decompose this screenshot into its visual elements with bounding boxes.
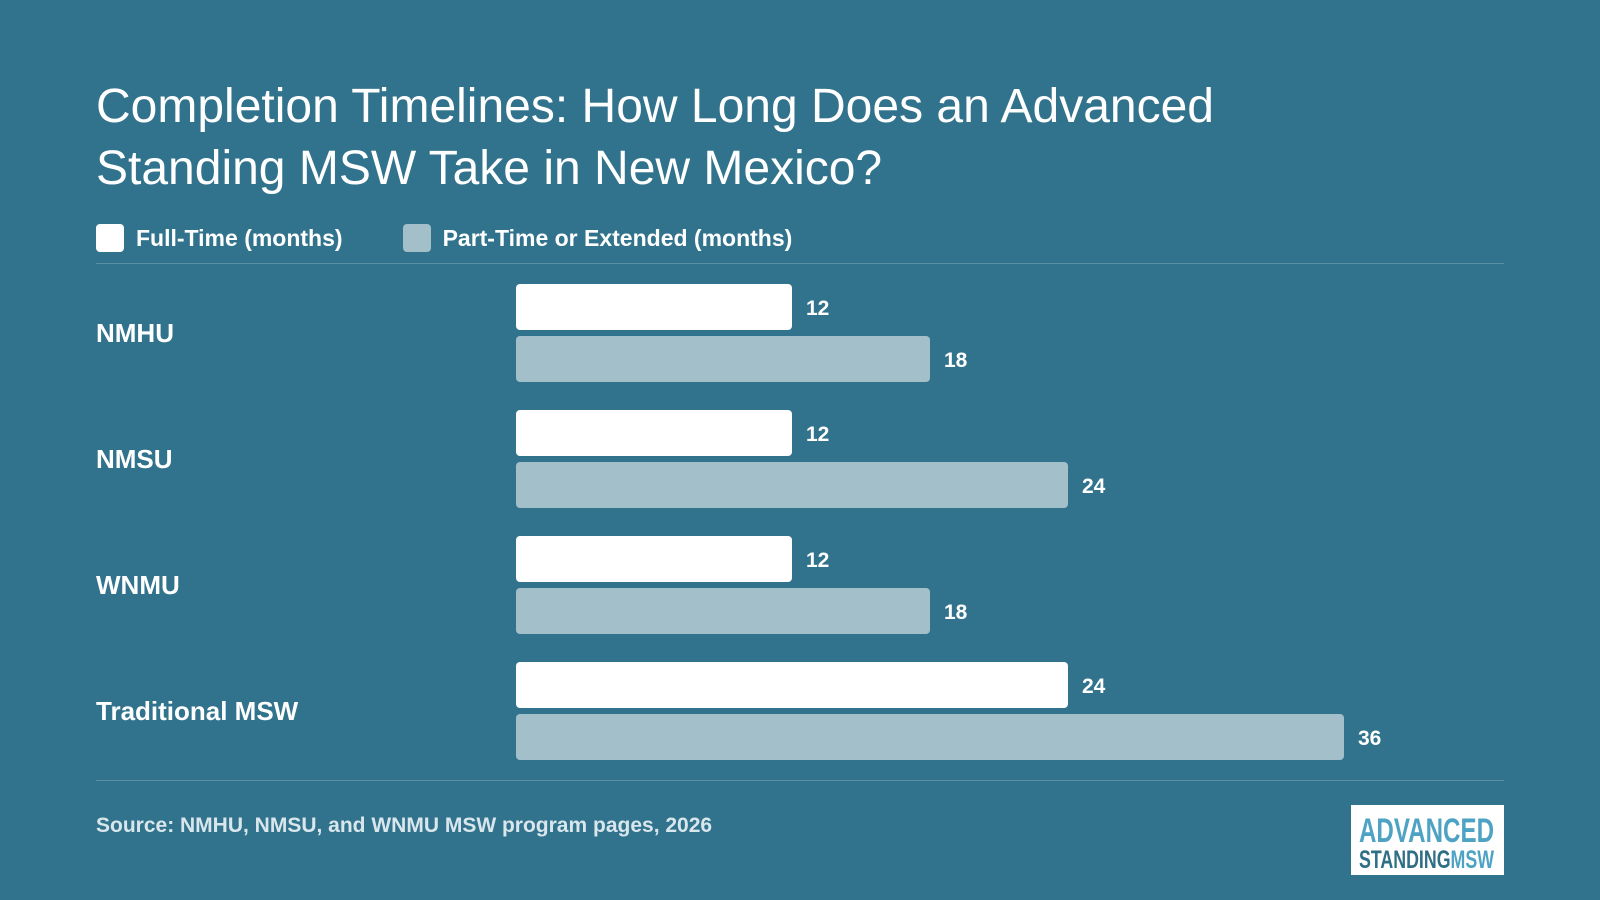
legend-swatch-part-time	[402, 224, 431, 252]
value-label-traditional-msw-part-time: 36	[1358, 727, 1381, 750]
logo-text-top: ADVANCED	[1359, 812, 1494, 850]
legend-item-part-time: Part-Time or Extended (months)	[402, 224, 793, 252]
legend-swatch-full-time	[96, 224, 124, 252]
bar-nmsu-full-time	[516, 410, 792, 456]
logo-text-bottom-right: MSW	[1451, 846, 1495, 874]
bar-nmhu-full-time	[516, 284, 792, 330]
chart-title: Completion Timelines: How Long Does an A…	[96, 80, 1214, 195]
value-label-nmsu-part-time: 24	[1082, 475, 1106, 498]
category-label-traditional-msw: Traditional MSW	[96, 696, 299, 726]
logo-text-bottom-left: STANDING	[1359, 846, 1451, 874]
legend-label-part-time: Part-Time or Extended (months)	[442, 224, 793, 251]
bar-wnmu-part-time	[516, 588, 930, 634]
svg-text:STANDINGMSW: STANDINGMSW	[1359, 846, 1494, 874]
value-label-nmhu-part-time: 18	[944, 349, 968, 372]
bar-traditional-msw-part-time	[516, 714, 1344, 760]
value-label-nmsu-full-time: 12	[806, 423, 829, 446]
bar-wnmu-full-time	[516, 536, 792, 582]
legend: Full-Time (months) Part-Time or Extended…	[96, 222, 852, 254]
source-note: Source: NMHU, NMSU, and WNMU MSW program…	[96, 814, 713, 837]
logo-wordmark: ADVANCED STANDINGMSW	[1359, 812, 1494, 874]
legend-item-full-time: Full-Time (months)	[96, 224, 343, 252]
value-label-wnmu-part-time: 18	[944, 601, 968, 624]
bar-traditional-msw-full-time	[516, 662, 1068, 708]
value-label-traditional-msw-full-time: 24	[1082, 675, 1106, 698]
value-label-wnmu-full-time: 12	[806, 549, 829, 572]
top-divider	[96, 263, 1504, 264]
legend-label-full-time: Full-Time (months)	[136, 224, 343, 251]
value-label-nmhu-full-time: 12	[806, 297, 829, 320]
bottom-divider	[96, 780, 1504, 781]
bar-nmhu-part-time	[516, 336, 930, 382]
category-label-nmhu: NMHU	[96, 318, 174, 348]
bar-nmsu-part-time	[516, 462, 1068, 508]
category-label-nmsu: NMSU	[96, 444, 173, 474]
advanced-standing-msw-logo: ADVANCED STANDINGMSW	[1351, 805, 1504, 875]
category-label-wnmu: WNMU	[96, 570, 180, 600]
